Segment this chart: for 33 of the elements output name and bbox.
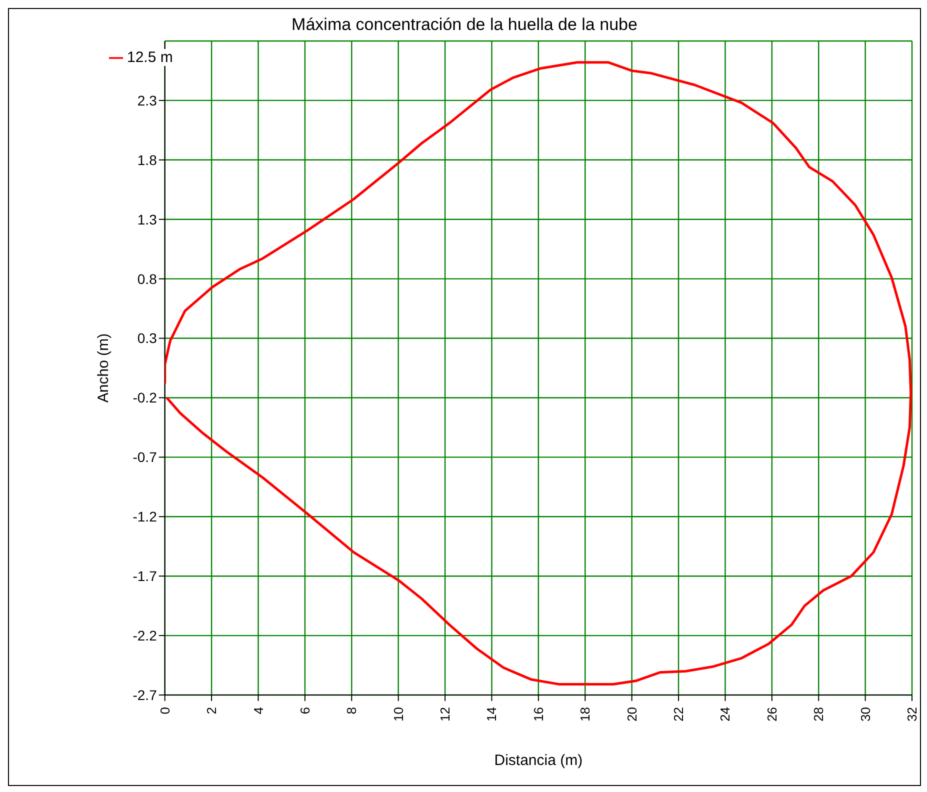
y-tick-label: 0.3 (137, 330, 158, 346)
x-tick-label: 18 (578, 707, 593, 722)
y-tick-label: -1.7 (132, 568, 158, 584)
y-tick-label: 1.3 (137, 211, 158, 228)
x-tick-label: 24 (718, 707, 733, 722)
x-tick-label: 22 (671, 707, 686, 722)
legend-label: 12.5 m (127, 49, 173, 66)
x-tick-label: 8 (344, 707, 360, 714)
x-tick-label: 6 (297, 707, 312, 714)
x-tick-label: 26 (764, 707, 780, 722)
x-axis-title: Distancia (m) (494, 752, 583, 769)
y-axis-title: Ancho (m) (95, 333, 112, 403)
y-tick-label: 1.8 (137, 152, 158, 168)
x-tick-label: 4 (250, 707, 266, 714)
x-tick-label: 28 (811, 707, 826, 722)
x-tick-label: 2 (204, 707, 220, 714)
x-tick-label: 12 (438, 707, 453, 722)
x-tick-label: 16 (530, 707, 546, 722)
y-tick-label: -1.2 (132, 508, 158, 525)
y-tick-label: -0.7 (132, 449, 158, 466)
chart-title: Máxima concentración de la huella de la nube (290, 15, 638, 35)
y-tick-label: -2.2 (132, 628, 158, 644)
line-series (164, 61, 912, 686)
x-tick-label: 14 (484, 707, 500, 722)
x-tick-label: 32 (904, 707, 920, 722)
y-tick-label: -2.7 (132, 686, 158, 703)
y-tick-label: 2.3 (137, 92, 158, 108)
y-tick-label: 0.8 (137, 270, 158, 287)
x-tick-label: 30 (858, 707, 873, 722)
x-tick-label: 20 (624, 707, 640, 722)
y-tick-label: -0.2 (132, 390, 158, 406)
x-tick-label: 0 (157, 707, 172, 714)
x-tick-label: 10 (390, 707, 406, 722)
